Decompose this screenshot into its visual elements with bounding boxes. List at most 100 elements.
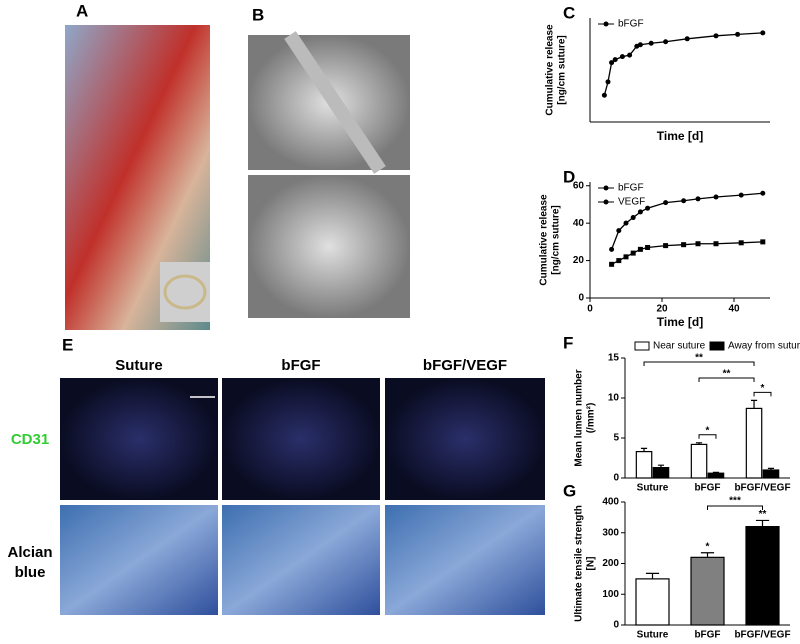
- micro-image: [222, 505, 380, 615]
- x-axis-label: Time [d]: [657, 129, 703, 143]
- annotation: *: [761, 383, 765, 394]
- y-axis-label: [N]: [586, 557, 597, 571]
- suture-ring: [163, 274, 207, 310]
- x-tick-label: 20: [656, 304, 668, 315]
- y-axis-label: Cumulative release: [545, 24, 556, 116]
- bar: [690, 443, 708, 479]
- column-header: bFGF: [281, 357, 320, 374]
- point: [623, 220, 629, 226]
- column-header: Suture: [115, 357, 163, 374]
- error-bar: [657, 464, 665, 468]
- point: [609, 60, 615, 66]
- point: [713, 241, 719, 247]
- point: [616, 258, 622, 264]
- point: [619, 54, 625, 60]
- point: [713, 33, 719, 39]
- micro-image: [60, 378, 218, 500]
- point: [663, 243, 669, 249]
- point: [605, 79, 611, 85]
- point: [695, 196, 701, 202]
- panel-label: A: [76, 1, 88, 20]
- y-axis-label: Mean lumen number: [574, 369, 585, 466]
- panel-label: G: [563, 481, 576, 500]
- column-header: bFGF/VEGF: [423, 357, 507, 374]
- y-tick-label: 300: [602, 527, 619, 538]
- y-tick-label: 15: [608, 353, 620, 364]
- bar: [635, 451, 653, 479]
- point: [645, 205, 651, 211]
- bar: [635, 578, 670, 626]
- y-tick-label: 0: [578, 293, 584, 304]
- point: [609, 246, 615, 252]
- y-tick-label: 10: [608, 393, 620, 404]
- point: [760, 30, 766, 36]
- annotation: *: [706, 541, 710, 552]
- annotation: **: [695, 353, 703, 364]
- panel-label: C: [563, 3, 575, 22]
- y-tick-label: 5: [613, 433, 619, 444]
- error-bar: [695, 442, 703, 445]
- bar: [745, 525, 780, 626]
- y-axis-label: (/mm²): [586, 403, 597, 434]
- legend-label: bFGF: [618, 183, 644, 194]
- y-axis-label: [ng/cm suture]: [557, 35, 568, 104]
- bar: [707, 472, 725, 479]
- point: [627, 52, 633, 58]
- bracket: [643, 361, 755, 366]
- point: [663, 200, 669, 206]
- annotation: **: [759, 509, 767, 520]
- x-tick-label: bFGF: [694, 630, 720, 641]
- panel-label: B: [252, 5, 264, 24]
- row-label: blue: [15, 564, 46, 581]
- point: [760, 239, 766, 245]
- y-tick-label: 0: [613, 473, 619, 484]
- annotation: *: [706, 425, 710, 436]
- legend-label: VEGF: [618, 197, 645, 208]
- panel-label: E: [62, 335, 73, 354]
- x-tick-label: Suture: [637, 483, 669, 494]
- error-bar: [750, 399, 758, 409]
- y-tick-label: 60: [573, 180, 585, 191]
- error-bar: [645, 572, 660, 579]
- point: [735, 31, 741, 37]
- row-label: Alcian: [7, 544, 52, 561]
- point: [637, 42, 643, 48]
- point: [630, 250, 636, 256]
- point: [637, 209, 643, 215]
- y-tick-label: 40: [573, 218, 585, 229]
- panel-label: F: [563, 333, 573, 352]
- error-bar: [640, 447, 648, 452]
- panel-label: D: [563, 167, 575, 186]
- annotation: ***: [729, 496, 741, 507]
- series-line: [603, 32, 763, 96]
- x-tick-label: Suture: [637, 630, 669, 641]
- point: [612, 57, 618, 63]
- point: [609, 261, 615, 267]
- y-tick-label: 100: [602, 589, 619, 600]
- legend-swatch: [634, 341, 650, 351]
- legend-marker: [603, 199, 609, 205]
- point: [684, 36, 690, 42]
- point: [695, 241, 701, 247]
- micro-image: [385, 378, 545, 500]
- bar: [762, 469, 780, 479]
- point: [616, 228, 622, 234]
- bracket: [698, 434, 717, 439]
- point: [623, 254, 629, 260]
- bar: [690, 556, 725, 626]
- x-axis-label: Time [d]: [657, 315, 703, 329]
- error-bar: [712, 471, 720, 474]
- point: [760, 190, 766, 196]
- bracket: [707, 505, 763, 510]
- error-bar: [755, 519, 770, 527]
- x-tick-label: bFGF/VEGF: [734, 483, 790, 494]
- row-label: CD31: [11, 431, 49, 448]
- annotation: **: [723, 369, 731, 380]
- bar: [745, 407, 763, 479]
- point: [681, 198, 687, 204]
- point: [648, 40, 654, 46]
- point: [630, 215, 636, 221]
- legend-swatch: [709, 341, 725, 351]
- bracket: [698, 377, 755, 382]
- legend-label: bFGF: [618, 19, 644, 30]
